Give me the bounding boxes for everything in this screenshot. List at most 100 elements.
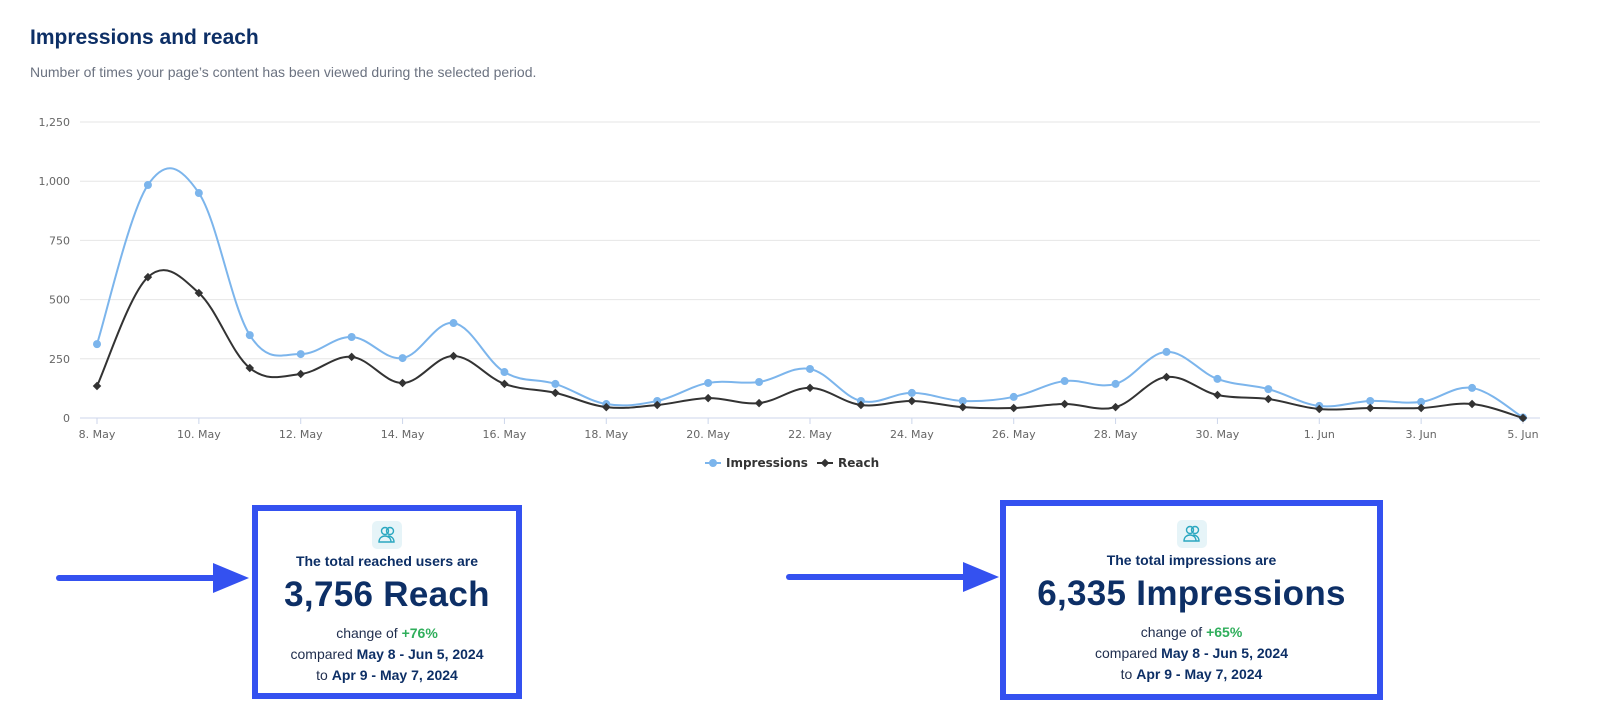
- impressions-summary-card: The total impressions are 6,335 Impressi…: [1000, 500, 1383, 700]
- data-point: [704, 378, 713, 387]
- data-point: [93, 340, 101, 349]
- impressions-total: 6,335 Impressions: [1037, 574, 1346, 613]
- y-tick-label: 250: [49, 353, 70, 366]
- y-tick-label: 0: [63, 412, 70, 425]
- data-point: [1111, 379, 1120, 388]
- data-point: [703, 393, 713, 403]
- impressions-reach-chart: 0 250 500 750 1,000 1,250 8. May 10. May 12. May…: [39, 116, 1540, 470]
- legend-marker: [709, 459, 717, 467]
- data-point: [500, 379, 509, 389]
- data-point: [245, 363, 255, 373]
- to-label: to: [1120, 666, 1133, 682]
- data-point: [1162, 372, 1171, 382]
- data-point: [92, 381, 102, 391]
- data-point: [755, 378, 764, 387]
- data-point: [398, 378, 407, 388]
- legend-marker: [820, 458, 830, 468]
- legend-item: Impressions: [726, 456, 808, 470]
- data-point: [194, 189, 203, 198]
- y-tick-label: 500: [49, 294, 70, 307]
- data-point: [1213, 374, 1222, 383]
- previous-period: Apr 9 - May 7, 2024: [1136, 666, 1263, 682]
- data-point: [1467, 399, 1477, 409]
- data-point: [245, 331, 254, 340]
- data-point: [1468, 383, 1477, 392]
- data-point: [1264, 385, 1273, 394]
- data-point: [347, 333, 356, 342]
- data-point: [551, 379, 560, 388]
- to-label: to: [316, 667, 328, 683]
- data-point: [1315, 404, 1324, 414]
- data-point: [449, 319, 458, 328]
- data-point: [1009, 403, 1018, 413]
- data-point: [1009, 392, 1018, 401]
- y-tick-label: 750: [49, 234, 70, 247]
- data-point: [907, 388, 916, 397]
- data-point: [754, 398, 764, 408]
- change-label: change of: [336, 625, 398, 641]
- change-value: +65%: [1206, 624, 1243, 640]
- data-point: [1416, 403, 1426, 413]
- data-point: [398, 354, 407, 363]
- data-point: [500, 368, 509, 377]
- x-tick-label: 22. May: [788, 428, 832, 441]
- data-point: [856, 400, 866, 410]
- users-icon: [372, 521, 402, 549]
- current-period: May 8 - Jun 5, 2024: [356, 646, 484, 662]
- data-point: [1366, 396, 1375, 405]
- x-tick-label: 5. Jun: [1507, 428, 1538, 441]
- data-point: [1060, 399, 1069, 409]
- x-tick-label: 3. Jun: [1406, 428, 1437, 441]
- reach-total: 3,756 Reach: [284, 575, 490, 614]
- data-point: [1518, 413, 1528, 423]
- data-point: [602, 402, 611, 412]
- data-point: [1111, 402, 1120, 412]
- data-point: [1060, 377, 1069, 386]
- reach-summary-card: The total reached users are 3,756 Reach …: [252, 505, 522, 699]
- data-point: [551, 388, 560, 398]
- data-point: [296, 369, 305, 379]
- legend-item: Reach: [838, 456, 879, 470]
- arrow-icon: [786, 562, 999, 592]
- data-point: [143, 272, 153, 282]
- x-tick-label: 8. May: [79, 428, 116, 441]
- arrow-icon: [56, 563, 249, 593]
- data-point: [806, 364, 814, 373]
- card-lead: The total reached users are: [295, 553, 479, 569]
- data-point: [449, 351, 458, 361]
- page-subtitle: Number of times your page’s content has …: [30, 64, 537, 80]
- page-title: Impressions and reach: [30, 26, 259, 49]
- compared-label: compared: [290, 646, 353, 662]
- data-point: [1417, 397, 1426, 406]
- data-point: [143, 180, 152, 189]
- x-tick-label: 26. May: [992, 428, 1036, 441]
- series-line-reach: [96, 269, 1524, 419]
- x-tick-label: 16. May: [483, 428, 527, 441]
- data-point: [347, 352, 356, 362]
- data-point: [1365, 403, 1375, 413]
- change-value: +76%: [401, 625, 438, 641]
- users-icon: [1176, 520, 1207, 548]
- data-point: [652, 400, 662, 410]
- data-point: [194, 288, 204, 298]
- data-point: [958, 396, 967, 405]
- x-tick-label: 18. May: [584, 428, 628, 441]
- change-label: change of: [1140, 624, 1203, 640]
- data-point: [907, 396, 917, 406]
- data-point: [296, 350, 305, 359]
- card-lead: The total impressions are: [1106, 552, 1277, 568]
- current-period: May 8 - Jun 5, 2024: [1161, 645, 1288, 661]
- x-tick-label: 20. May: [686, 428, 730, 441]
- y-tick-label: 1,250: [39, 116, 71, 129]
- y-tick-label: 1,000: [39, 175, 71, 188]
- x-tick-label: 14. May: [381, 428, 425, 441]
- x-tick-label: 1. Jun: [1304, 428, 1335, 441]
- x-tick-label: 30. May: [1196, 428, 1240, 441]
- x-tick-label: 24. May: [890, 428, 934, 441]
- x-tick-label: 10. May: [177, 428, 221, 441]
- x-tick-label: 12. May: [279, 428, 323, 441]
- data-point: [958, 402, 968, 412]
- data-point: [1264, 394, 1273, 404]
- data-point: [1162, 347, 1171, 356]
- series-line-impressions: [96, 167, 1524, 419]
